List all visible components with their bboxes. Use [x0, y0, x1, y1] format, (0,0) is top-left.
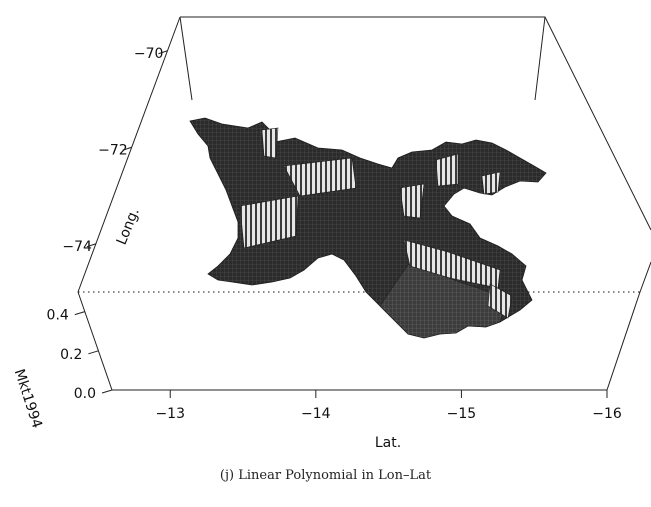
surface-step	[239, 195, 299, 249]
box-edge	[606, 291, 641, 391]
surface-step	[481, 171, 501, 195]
z-tick-label: 0.2	[60, 347, 82, 363]
surface-step	[399, 183, 425, 219]
box-edge	[77, 16, 181, 293]
box-edge	[179, 16, 193, 101]
plot-box	[77, 16, 651, 391]
y-tick-mark	[86, 243, 97, 248]
y-tick-label: −74	[62, 239, 92, 255]
surface-step	[403, 239, 501, 289]
z-tick-label: 0.0	[74, 386, 96, 402]
y-tick-mark	[122, 146, 132, 151]
surface-step	[435, 153, 459, 187]
z-tick-label: 0.4	[47, 308, 69, 324]
x-axis-ticks: −13 −14 −15 −16	[155, 390, 622, 422]
z-tick-mark	[101, 389, 113, 394]
y-axis-ticks: −70 −72 −74	[62, 46, 168, 255]
y-axis-label: Long.	[114, 206, 143, 248]
surface-step	[487, 283, 513, 319]
box-edge	[639, 261, 651, 293]
x-axis-label: Lat.	[375, 435, 401, 451]
y-tick-label: −72	[98, 142, 128, 158]
surface	[189, 117, 547, 339]
box-edge	[77, 291, 113, 391]
box-edge	[534, 16, 546, 101]
y-tick-label: −70	[134, 46, 164, 62]
y-tick-mark	[158, 50, 168, 55]
surface-plot: −13 −14 −15 −16 −70 −72 −74 0.0 0.2 0.4 Lat. Lo…	[11, 16, 651, 451]
surface-step	[261, 127, 279, 159]
x-tick-label: −16	[592, 406, 622, 422]
x-tick-label: −14	[301, 406, 331, 422]
z-axis-label: Mkt1994	[11, 367, 45, 430]
z-tick-mark	[88, 350, 99, 355]
x-tick-label: −13	[155, 406, 185, 422]
figure-caption: (j) Linear Polynomial in Lon–Lat	[219, 468, 432, 483]
x-tick-label: −15	[447, 406, 477, 422]
surface-step	[283, 157, 357, 197]
z-tick-mark	[74, 311, 85, 316]
z-axis-ticks: 0.0 0.2 0.4	[47, 308, 113, 402]
